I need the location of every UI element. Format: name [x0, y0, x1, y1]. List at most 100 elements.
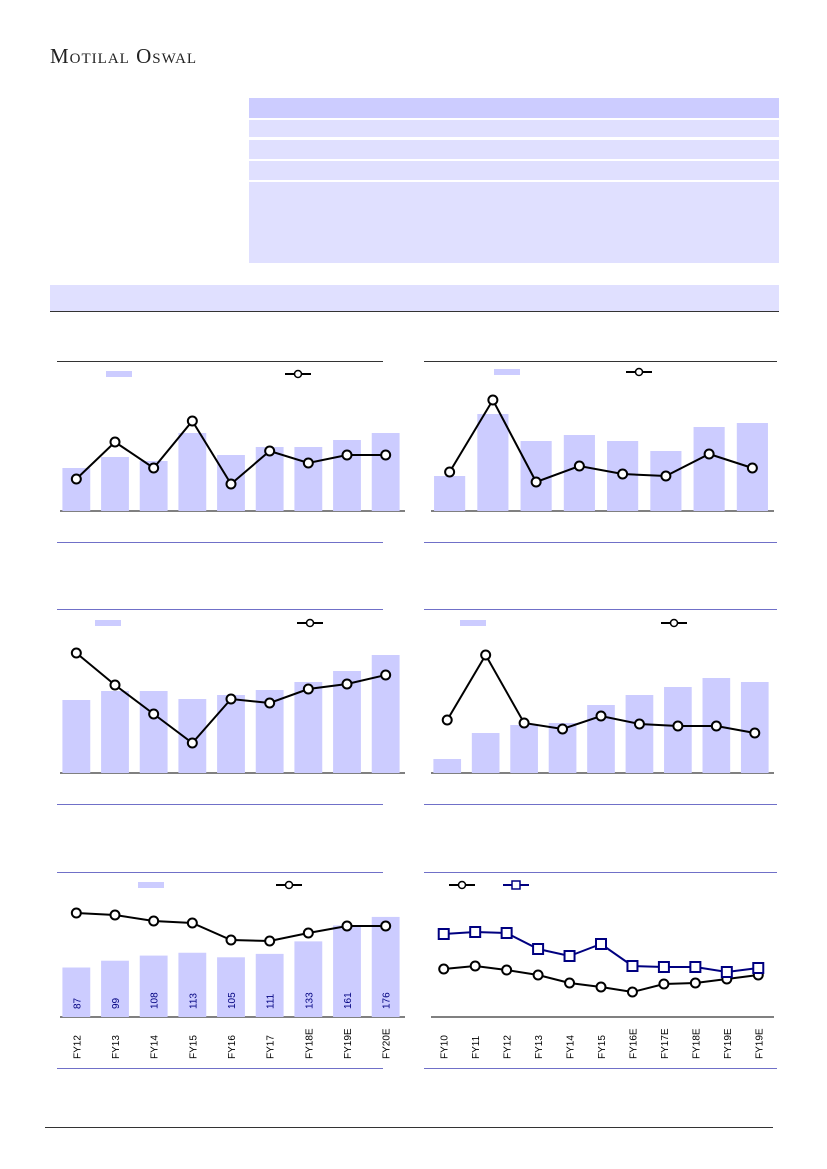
data-point-circle — [186, 917, 198, 929]
divider — [424, 361, 777, 362]
bar-value-label: 161 — [343, 992, 354, 1009]
chart-2 — [431, 394, 774, 512]
data-point-circle — [532, 969, 544, 981]
data-point-circle — [109, 679, 121, 691]
data-point-circle — [225, 478, 237, 490]
data-point-circle — [109, 436, 121, 448]
data-point-circle — [264, 697, 276, 709]
bar — [294, 941, 323, 1017]
divider — [57, 1068, 383, 1069]
bar — [477, 414, 509, 511]
data-point-circle — [672, 720, 684, 732]
bar-value-label: 99 — [111, 997, 122, 1009]
x-tick-label: FY19E — [754, 1028, 765, 1059]
data-point-circle — [703, 448, 715, 460]
data-point-circle — [225, 934, 237, 946]
data-point-square — [657, 961, 670, 973]
data-point-square — [595, 938, 607, 950]
x-tick-label: FY14 — [566, 1035, 577, 1059]
data-point-square — [532, 943, 545, 955]
divider — [424, 542, 777, 543]
bar — [433, 759, 462, 773]
data-point-circle — [264, 445, 276, 457]
chart-3 — [60, 647, 405, 774]
data-point-circle — [660, 470, 672, 482]
bar-value-label: 87 — [72, 997, 83, 1009]
bar — [333, 925, 361, 1017]
x-tick-label: FY17 — [266, 1035, 277, 1059]
data-point-circle — [341, 920, 353, 932]
bar — [178, 433, 207, 511]
x-tick-label: FY18E — [304, 1028, 315, 1059]
bar — [101, 960, 129, 1017]
chart-4 — [431, 649, 774, 774]
bar — [217, 957, 245, 1017]
divider — [424, 804, 777, 805]
divider — [57, 542, 383, 543]
data-point-circle — [225, 693, 237, 705]
data-point-circle — [380, 920, 392, 932]
data-point-circle — [557, 723, 569, 735]
data-point-circle — [186, 737, 198, 749]
bar — [471, 733, 500, 773]
bar — [563, 435, 595, 511]
x-tick-label: FY13 — [534, 1035, 545, 1059]
x-tick-label: FY20E — [382, 1028, 393, 1059]
x-tick-label: FY19E — [343, 1028, 354, 1059]
data-point-circle — [710, 720, 722, 732]
x-tick-label: FY10 — [440, 1035, 451, 1059]
series-line — [448, 397, 753, 484]
divider — [424, 609, 777, 610]
bar — [294, 682, 323, 773]
data-point-circle — [341, 449, 353, 461]
data-point-circle — [148, 708, 160, 720]
x-tick-label: FY12 — [72, 1035, 83, 1059]
data-point-circle — [380, 669, 392, 681]
bar-value-label: 111 — [266, 993, 277, 1009]
data-point-circle — [109, 909, 121, 921]
x-tick-label: FY11 — [471, 1035, 482, 1059]
data-point-circle — [595, 710, 607, 722]
bar — [62, 967, 91, 1017]
bar — [62, 700, 91, 773]
data-point-circle — [438, 963, 450, 975]
data-point-circle — [264, 935, 276, 947]
data-point-circle — [148, 915, 160, 927]
data-point-circle — [341, 678, 353, 690]
bar — [255, 447, 284, 511]
bar-value-label: 133 — [304, 992, 315, 1009]
data-point-circle — [302, 927, 314, 939]
x-tick-label: FY19E — [723, 1028, 734, 1059]
data-point-square — [437, 928, 450, 940]
chart-1 — [60, 415, 405, 512]
x-tick-label: FY15 — [188, 1035, 199, 1059]
chart-5: 87 99 108 113 105 111 133 161 176 FY12 FY13 FY14 FY1… — [60, 907, 405, 1059]
bar — [520, 441, 552, 511]
data-point-circle — [617, 468, 629, 480]
table-row — [249, 140, 779, 159]
data-point-circle — [530, 476, 542, 488]
data-point-circle — [501, 964, 513, 976]
data-point-square — [689, 961, 702, 973]
bar — [139, 955, 168, 1017]
x-tick-label: FY17E — [660, 1028, 671, 1059]
data-point-circle — [444, 466, 456, 478]
data-point-circle — [518, 717, 530, 729]
bar — [294, 447, 323, 511]
data-point-circle — [380, 449, 392, 461]
data-point-circle — [595, 981, 607, 993]
x-tick-label: FY12 — [503, 1035, 514, 1059]
x-tick-label: FY15 — [597, 1035, 608, 1059]
divider — [424, 1068, 777, 1069]
x-tick-label: FY13 — [111, 1035, 122, 1059]
data-point-circle — [749, 727, 761, 739]
data-point-square — [469, 926, 482, 938]
bar-value-label: 105 — [227, 992, 238, 1009]
data-point-circle — [302, 457, 314, 469]
bar — [101, 691, 129, 773]
chart-6: FY10 FY11 FY12 FY13 FY14 FY15 FY16E FY17E FY18E F… — [431, 926, 774, 1059]
footer-divider — [45, 1127, 773, 1128]
bar — [371, 916, 400, 1017]
bar — [178, 952, 207, 1017]
